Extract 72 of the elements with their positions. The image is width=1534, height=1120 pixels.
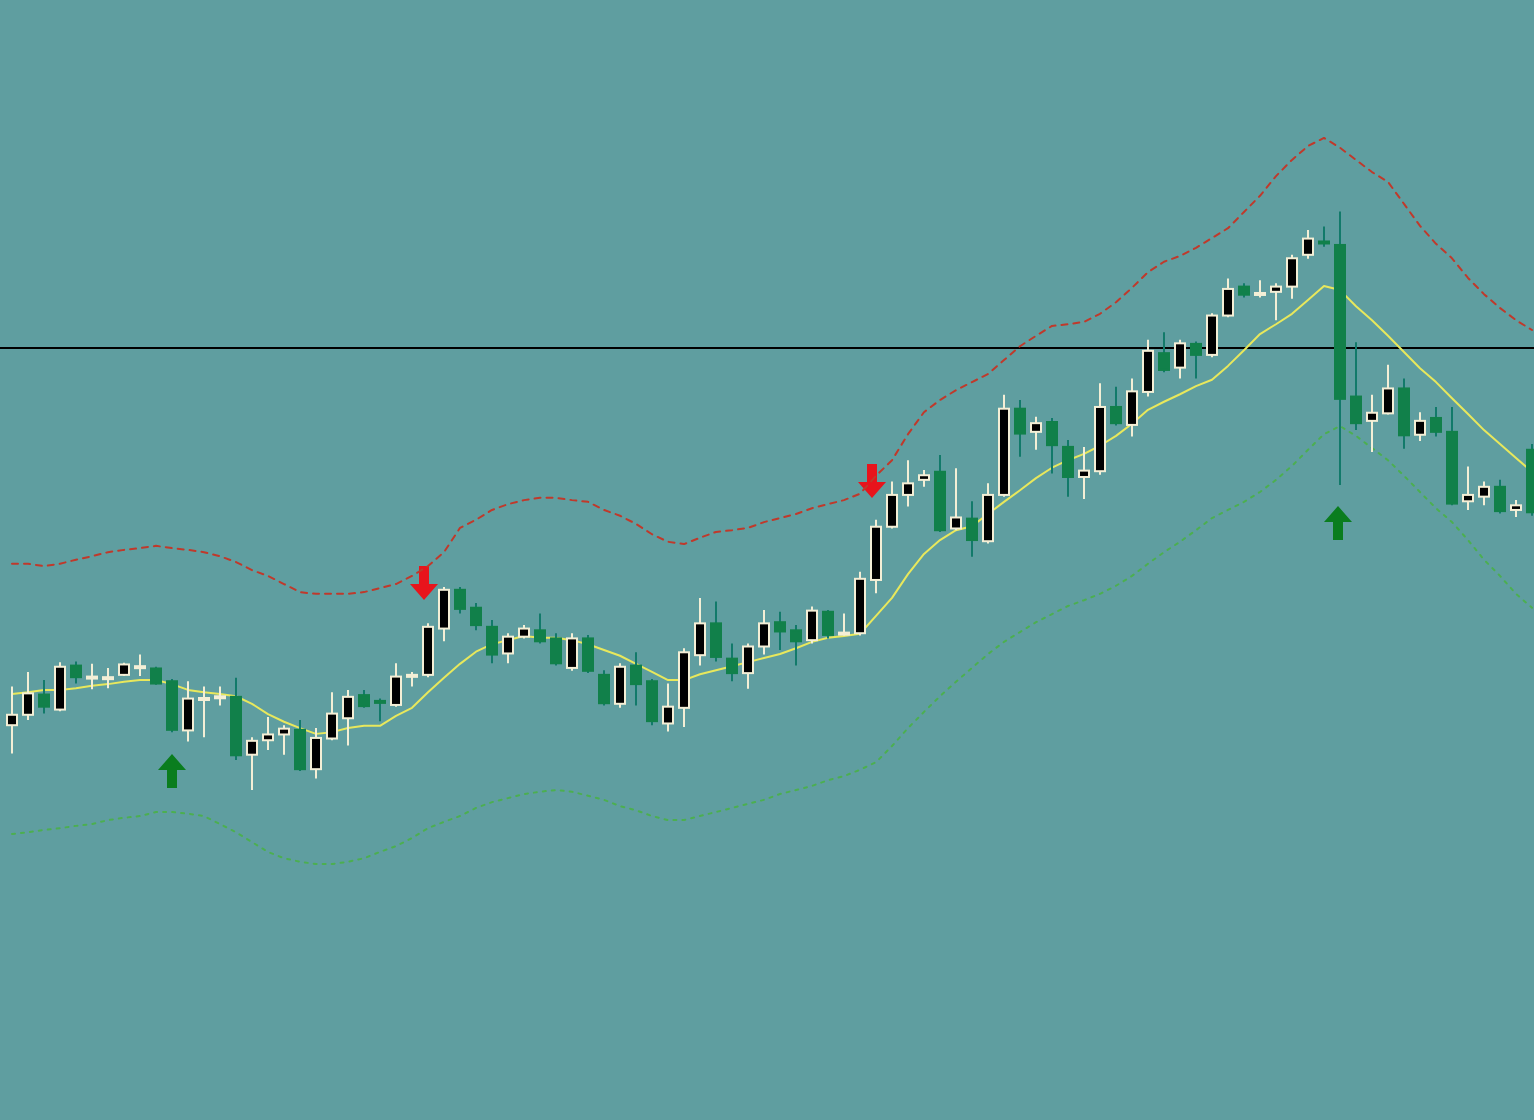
candlestick (534, 612, 546, 645)
candlestick (1030, 415, 1042, 451)
candlestick (134, 653, 146, 678)
candlestick (550, 632, 562, 667)
candlestick (1302, 228, 1314, 260)
candlestick (742, 642, 754, 690)
candlestick (1382, 363, 1394, 416)
candlestick (758, 609, 770, 656)
candlestick (182, 680, 194, 743)
candlestick (1158, 331, 1170, 374)
candlestick (1318, 225, 1330, 248)
candlestick (1062, 438, 1074, 498)
candlestick (1222, 277, 1234, 319)
candlestick (1014, 399, 1026, 458)
candlestick (326, 691, 338, 742)
candlestick (886, 480, 898, 530)
candlestick (438, 585, 450, 643)
candlestick (374, 697, 386, 723)
candlestick (1398, 377, 1410, 450)
candlestick (630, 651, 642, 707)
candlestick (662, 682, 674, 733)
candlestick (646, 677, 658, 727)
candlestick (38, 679, 50, 715)
candlestick (902, 459, 914, 508)
candlestick (294, 718, 306, 772)
candlestick (486, 618, 498, 665)
candlestick (102, 666, 114, 690)
candlestick (1286, 253, 1298, 300)
candlestick (214, 685, 226, 707)
candlestick (390, 662, 402, 708)
candlestick (470, 602, 482, 632)
candlestick (1478, 480, 1490, 507)
candlestick (806, 605, 818, 645)
candlestick (310, 727, 322, 780)
candlestick (694, 596, 706, 667)
candlestick (70, 660, 82, 685)
candlestick (262, 716, 274, 752)
candlestick (1270, 282, 1282, 322)
candlestick (774, 610, 786, 651)
candlestick (1190, 340, 1202, 380)
candlestick (502, 632, 514, 665)
candlestick (278, 724, 290, 756)
candlestick (566, 632, 578, 672)
candlestick (1462, 465, 1474, 511)
candlestick (54, 661, 66, 713)
candlestick (1494, 478, 1506, 515)
candlestick (1430, 405, 1442, 438)
candlestick (86, 662, 98, 691)
candlestick (6, 685, 18, 755)
candlestick (582, 633, 594, 675)
candlestick (1110, 385, 1122, 427)
candlestick (982, 482, 994, 545)
candlestick (1126, 377, 1138, 438)
candlestick (198, 685, 210, 739)
candlestick (342, 688, 354, 747)
candlestick (1078, 445, 1090, 500)
candlestick (790, 624, 802, 667)
candlestick (726, 642, 738, 683)
candlestick (950, 467, 962, 532)
candlestick (454, 585, 466, 615)
candlestick (598, 669, 610, 707)
candlestick (246, 736, 258, 791)
candlestick (966, 500, 978, 558)
candlestick (710, 600, 722, 663)
candlestick (22, 670, 34, 721)
candlestick (1366, 393, 1378, 454)
candlestick (1414, 411, 1426, 443)
candlestick (1046, 416, 1058, 475)
candlestick (822, 609, 834, 640)
candlestick (614, 662, 626, 709)
candlestick (1350, 341, 1362, 432)
candlestick (838, 612, 850, 637)
